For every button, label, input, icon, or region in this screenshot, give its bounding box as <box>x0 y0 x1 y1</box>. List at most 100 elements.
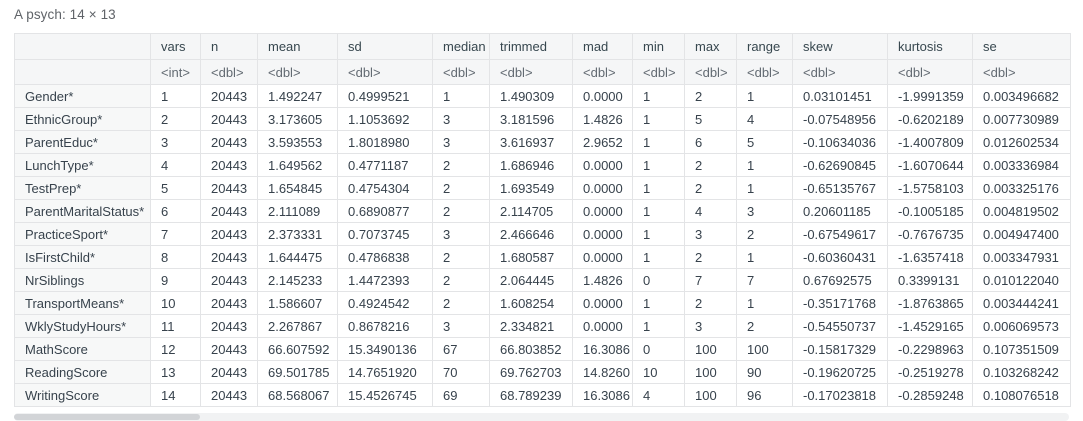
cell: -0.2298963 <box>887 337 973 361</box>
cell: 13 <box>150 360 201 384</box>
row-label: IsFirstChild* <box>14 245 151 269</box>
table-row: ParentMaritalStatus* 6 20443 2.111089 0.6890… <box>14 199 1071 223</box>
column-type: <dbl> <box>337 59 433 85</box>
cell: 0.03101451 <box>792 84 888 108</box>
table-row: EthnicGroup* 2 20443 3.173605 1.1053692 3 3.18… <box>14 107 1071 131</box>
column-header: range <box>736 33 793 60</box>
table-row: LunchType* 4 20443 1.649562 0.4771187 2 1.6869… <box>14 153 1071 177</box>
column-type: <dbl> <box>257 59 338 85</box>
cell: 1.4826 <box>572 268 633 292</box>
cell: 2 <box>432 199 490 223</box>
cell: 0.003347931 <box>972 245 1071 269</box>
cell: 10 <box>150 291 201 315</box>
cell: 0.004819502 <box>972 199 1071 223</box>
cell: -0.10634036 <box>792 130 888 154</box>
cell: 1 <box>432 84 490 108</box>
cell: 0.003444241 <box>972 291 1071 315</box>
cell: 1 <box>632 176 685 200</box>
describe-table: vars n mean sd median trimmed mad min max range sk… <box>14 33 1071 407</box>
rowname-header <box>14 33 151 60</box>
cell: 0.6890877 <box>337 199 433 223</box>
cell: 20443 <box>200 360 258 384</box>
cell: 5 <box>736 130 793 154</box>
cell: 1 <box>736 291 793 315</box>
cell: 0.4754304 <box>337 176 433 200</box>
cell: 3 <box>684 222 737 246</box>
cell: -0.67549617 <box>792 222 888 246</box>
cell: 20443 <box>200 153 258 177</box>
column-type: <dbl> <box>572 59 633 85</box>
horizontal-scrollbar-thumb[interactable] <box>14 414 200 420</box>
cell: 1 <box>632 245 685 269</box>
cell: 7 <box>736 268 793 292</box>
row-label: PracticeSport* <box>14 222 151 246</box>
cell: 3 <box>684 314 737 338</box>
column-header: trimmed <box>489 33 573 60</box>
cell: 0.107351509 <box>972 337 1071 361</box>
cell: 100 <box>684 383 737 407</box>
cell: 0.7073745 <box>337 222 433 246</box>
cell: 3 <box>736 199 793 223</box>
column-type: <dbl> <box>972 59 1071 85</box>
cell: 0.3399131 <box>887 268 973 292</box>
cell: 2 <box>432 291 490 315</box>
cell: 2.267867 <box>257 314 338 338</box>
cell: 0.0000 <box>572 245 633 269</box>
table-row: MathScore 12 20443 66.607592 15.3490136 67 66.… <box>14 337 1071 361</box>
column-header: vars <box>150 33 201 60</box>
column-header: mean <box>257 33 338 60</box>
cell: 0.4786838 <box>337 245 433 269</box>
cell: 69.501785 <box>257 360 338 384</box>
column-type: <dbl> <box>792 59 888 85</box>
row-label: WritingScore <box>14 383 151 407</box>
cell: 16.3086 <box>572 337 633 361</box>
cell: 12 <box>150 337 201 361</box>
cell: 0.0000 <box>572 222 633 246</box>
table-row: IsFirstChild* 8 20443 1.644475 0.4786838 2 1.6… <box>14 245 1071 269</box>
cell: 20443 <box>200 268 258 292</box>
column-header: n <box>200 33 258 60</box>
cell: 6 <box>684 130 737 154</box>
cell: 2 <box>684 84 737 108</box>
cell: 3 <box>432 107 490 131</box>
table-row: TransportMeans* 10 20443 1.586607 0.4924542 2… <box>14 291 1071 315</box>
cell: 2 <box>150 107 201 131</box>
cell: 1 <box>632 84 685 108</box>
cell: 4 <box>684 199 737 223</box>
cell: 1 <box>632 222 685 246</box>
table-row: WritingScore 14 20443 68.568067 15.4526745 69… <box>14 383 1071 407</box>
column-type: <dbl> <box>632 59 685 85</box>
row-label: WklyStudyHours* <box>14 314 151 338</box>
cell: 1 <box>632 130 685 154</box>
cell: -0.60360431 <box>792 245 888 269</box>
cell: 1.693549 <box>489 176 573 200</box>
cell: 2 <box>432 268 490 292</box>
cell: 0.103268242 <box>972 360 1071 384</box>
cell: 2.145233 <box>257 268 338 292</box>
cell: 1.649562 <box>257 153 338 177</box>
cell: 0.108076518 <box>972 383 1071 407</box>
cell: 0.0000 <box>572 84 633 108</box>
cell: 10 <box>632 360 685 384</box>
data-table-container: vars n mean sd median trimmed mad min max range sk… <box>14 33 1071 407</box>
cell: 20443 <box>200 176 258 200</box>
cell: 1 <box>632 199 685 223</box>
cell: 20443 <box>200 337 258 361</box>
horizontal-scrollbar-track[interactable] <box>14 413 1069 421</box>
cell: 1.654845 <box>257 176 338 200</box>
table-row: Gender* 1 20443 1.492247 0.4999521 1 1.490309 0… <box>14 84 1071 108</box>
row-label: TestPrep* <box>14 176 151 200</box>
cell: 5 <box>150 176 201 200</box>
cell: 15.4526745 <box>337 383 433 407</box>
table-row: WklyStudyHours* 11 20443 2.267867 0.8678216 3… <box>14 314 1071 338</box>
table-row: PracticeSport* 7 20443 2.373331 0.7073745 3 2.… <box>14 222 1071 246</box>
cell: 14.7651920 <box>337 360 433 384</box>
cell: 2 <box>684 176 737 200</box>
cell: 20443 <box>200 383 258 407</box>
cell: 1.644475 <box>257 245 338 269</box>
cell: -0.54550737 <box>792 314 888 338</box>
cell: 20443 <box>200 245 258 269</box>
table-body: Gender* 1 20443 1.492247 0.4999521 1 1.490309 0… <box>14 84 1071 407</box>
cell: -1.6070644 <box>887 153 973 177</box>
row-label: ParentMaritalStatus* <box>14 199 151 223</box>
